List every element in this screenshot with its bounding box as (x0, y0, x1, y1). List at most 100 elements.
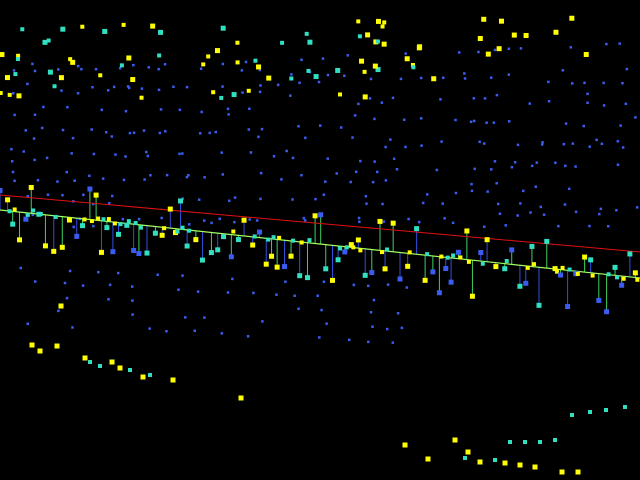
point (469, 293, 475, 299)
point (299, 240, 304, 245)
point (127, 86, 131, 90)
point (116, 271, 120, 275)
point (553, 438, 557, 442)
point (516, 214, 519, 217)
point (338, 246, 343, 251)
point (65, 170, 69, 174)
point (24, 129, 28, 132)
point (508, 440, 512, 444)
point (522, 189, 525, 193)
point (623, 405, 627, 409)
green-axis-line (0, 209, 640, 279)
point (146, 154, 150, 158)
point (469, 120, 473, 124)
point (371, 180, 375, 184)
point (280, 40, 285, 45)
point (532, 464, 538, 470)
point (523, 32, 529, 38)
point (352, 283, 356, 287)
point (351, 245, 356, 250)
point (112, 221, 117, 226)
point (541, 141, 544, 144)
point (152, 230, 158, 236)
point (604, 309, 610, 315)
point (61, 193, 64, 197)
point (42, 105, 45, 109)
point (493, 264, 499, 270)
point (172, 85, 175, 89)
point (132, 63, 135, 67)
point (317, 80, 321, 84)
point (258, 68, 262, 72)
point (101, 217, 106, 222)
point (445, 255, 450, 260)
point (124, 109, 128, 113)
point (26, 194, 30, 198)
point (382, 220, 386, 223)
point (489, 76, 493, 79)
point (615, 275, 620, 280)
point (252, 234, 257, 239)
point (464, 228, 470, 234)
point (285, 149, 288, 153)
point (249, 151, 253, 154)
point (303, 219, 307, 222)
point (472, 97, 476, 100)
point (114, 153, 117, 156)
point (59, 244, 65, 250)
point (588, 145, 591, 148)
point (76, 91, 80, 95)
point (257, 229, 263, 235)
point (335, 172, 338, 175)
point (32, 137, 36, 140)
point (349, 180, 352, 184)
point (492, 121, 496, 124)
point (525, 265, 530, 270)
point (241, 91, 244, 94)
point (495, 93, 499, 97)
point (271, 235, 276, 240)
point (441, 202, 444, 205)
point (367, 340, 370, 344)
point (362, 69, 367, 74)
point (404, 145, 407, 149)
point (425, 456, 431, 462)
point (118, 222, 123, 227)
point (396, 311, 400, 315)
point (454, 118, 457, 122)
point (178, 198, 184, 204)
point (121, 217, 125, 221)
point (184, 243, 190, 249)
point (259, 171, 263, 175)
point (624, 102, 628, 106)
point (528, 102, 531, 105)
point (159, 232, 165, 238)
point (439, 254, 444, 259)
point (185, 175, 189, 179)
point (7, 92, 12, 97)
point (496, 46, 502, 52)
point (356, 19, 361, 24)
point (117, 365, 123, 371)
point (448, 279, 454, 285)
point (535, 161, 539, 164)
point (106, 89, 110, 92)
point (590, 273, 595, 278)
point (304, 275, 310, 281)
point (604, 408, 608, 412)
point (493, 458, 497, 462)
point (442, 76, 445, 80)
point (559, 469, 565, 475)
point (536, 302, 542, 308)
point (226, 107, 230, 111)
point (575, 271, 580, 276)
point (511, 32, 517, 38)
point (300, 173, 303, 177)
point (451, 253, 456, 258)
point (422, 277, 428, 283)
point (485, 51, 491, 57)
point (47, 69, 53, 75)
point (375, 67, 381, 73)
point (22, 150, 25, 153)
point (384, 179, 388, 182)
